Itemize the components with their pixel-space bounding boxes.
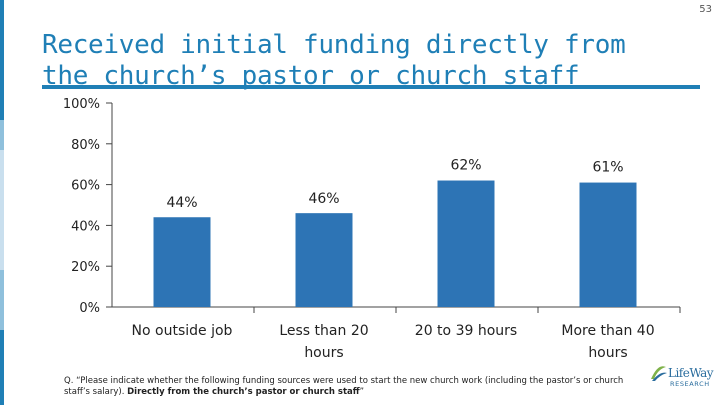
footnote-end: ” <box>359 387 365 397</box>
bar <box>295 213 353 307</box>
logo-brand: LifeWay <box>668 366 714 380</box>
title-divider <box>42 85 700 89</box>
y-tick-label: 0% <box>79 301 100 316</box>
y-tick-label: 80% <box>71 138 100 153</box>
category-label: Less than 20 hours <box>279 323 368 361</box>
footnote-text: Q. “Please indicate whether the followin… <box>64 376 624 397</box>
lifeway-research-logo: LifeWay RESEARCH <box>648 361 714 401</box>
side-strip-segment <box>0 150 4 270</box>
decorative-side-strip <box>0 0 4 405</box>
data-label: 61% <box>592 160 623 176</box>
category-label: 20 to 39 hours <box>415 323 517 339</box>
bar <box>579 182 637 307</box>
y-tick-label: 40% <box>71 219 100 234</box>
y-tick-label: 60% <box>71 179 100 194</box>
y-tick-label: 20% <box>71 260 100 275</box>
side-strip-segment <box>0 0 4 120</box>
bar <box>437 180 495 307</box>
lifeway-logo-icon <box>651 366 667 381</box>
category-label: More than 40 hours <box>561 323 654 361</box>
y-tick-label: 100% <box>63 97 100 112</box>
side-strip-segment <box>0 120 4 150</box>
data-label: 44% <box>166 195 197 211</box>
bar <box>153 217 211 307</box>
data-label: 46% <box>308 191 339 207</box>
slide-title: Received initial funding directly from t… <box>42 30 626 92</box>
side-strip-segment <box>0 330 4 405</box>
footnote: Q. “Please indicate whether the followin… <box>64 376 624 398</box>
data-label: 62% <box>450 158 481 174</box>
logo-sub: RESEARCH <box>670 380 710 388</box>
footnote-bold: Directly from the church’s pastor or chu… <box>127 387 360 397</box>
category-label: No outside job <box>132 323 233 339</box>
page-number: 53 <box>699 4 712 15</box>
side-strip-segment <box>0 270 4 330</box>
